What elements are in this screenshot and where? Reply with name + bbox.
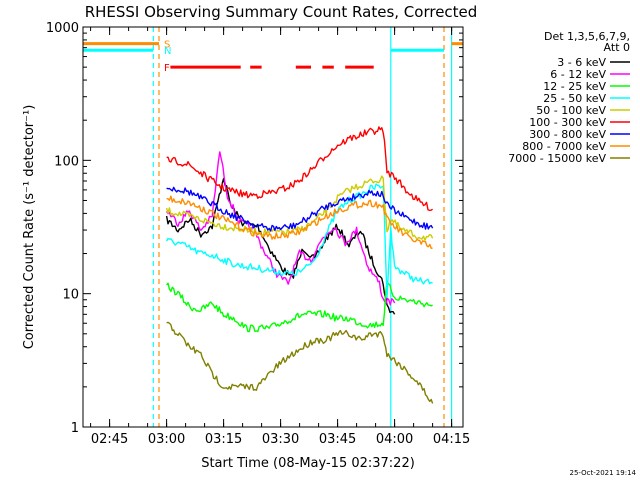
series-line-25-50-kev: [165, 183, 433, 298]
series-line-300-800-kev: [166, 186, 434, 232]
state-bar-label-s: S: [164, 40, 170, 51]
x-tick-label: 04:00: [376, 432, 413, 447]
attenuator-bars: SNF: [83, 40, 463, 74]
chart-title: RHESSI Observing Summary Count Rates, Co…: [85, 3, 478, 21]
legend-label-7000-15000-kev: 7000 - 15000 keV: [508, 152, 606, 165]
legend-label-3-6-kev: 3 - 6 keV: [557, 56, 606, 69]
legend-label-6-12-kev: 6 - 12 keV: [550, 68, 606, 81]
state-bar-label-n: N: [164, 46, 171, 57]
legend-label-300-800-kev: 300 - 800 keV: [529, 128, 606, 141]
legend-header-line2: Att 0: [604, 41, 630, 54]
plot-frame: [82, 26, 464, 428]
y-tick-label: 1000: [46, 21, 79, 36]
legend-label-25-50-kev: 25 - 50 keV: [543, 92, 606, 105]
y-tick-label: 10: [62, 288, 79, 303]
legend-label-50-100-kev: 50 - 100 keV: [536, 104, 606, 117]
series-line-6-12-kev: [166, 151, 396, 306]
axes: 02:45 03:00 03:15 03:30 03:45 04:00 04:15 1 10 10…: [46, 21, 470, 447]
x-tick-label: 03:00: [148, 432, 185, 447]
legend-label-100-300-kev: 100 - 300 keV: [529, 116, 606, 129]
x-axis-label: Start Time (08-May-15 02:37:22): [201, 456, 415, 471]
x-tick-label: 03:30: [262, 432, 299, 447]
footer-date: 25-Oct-2021 19:14: [570, 469, 637, 477]
x-tick-label: 04:15: [433, 432, 470, 447]
series-line-50-100-kev: [165, 175, 434, 241]
state-bar-label-f: F: [164, 63, 170, 74]
y-axis-label: Corrected Count Rate (s⁻¹ detector⁻¹): [22, 105, 37, 350]
legend-label-12-25-kev: 12 - 25 keV: [543, 80, 606, 93]
x-tick-label: 03:45: [319, 432, 356, 447]
y-tick-label: 1: [71, 421, 79, 436]
series-lines: [165, 126, 434, 404]
legend-header-line1: Det 1,3,5,6,7,9,: [544, 30, 630, 43]
series-line-800-7000-kev: [166, 195, 433, 249]
series-line-7000-15000-kev: [166, 321, 434, 404]
x-tick-label: 02:45: [91, 432, 128, 447]
series-line-12-25-kev: [166, 280, 433, 333]
legend-label-800-7000-kev: 800 - 7000 keV: [522, 140, 606, 153]
y-tick-label: 100: [54, 154, 79, 169]
x-tick-label: 03:15: [205, 432, 242, 447]
series-line-100-300-kev: [166, 126, 433, 211]
